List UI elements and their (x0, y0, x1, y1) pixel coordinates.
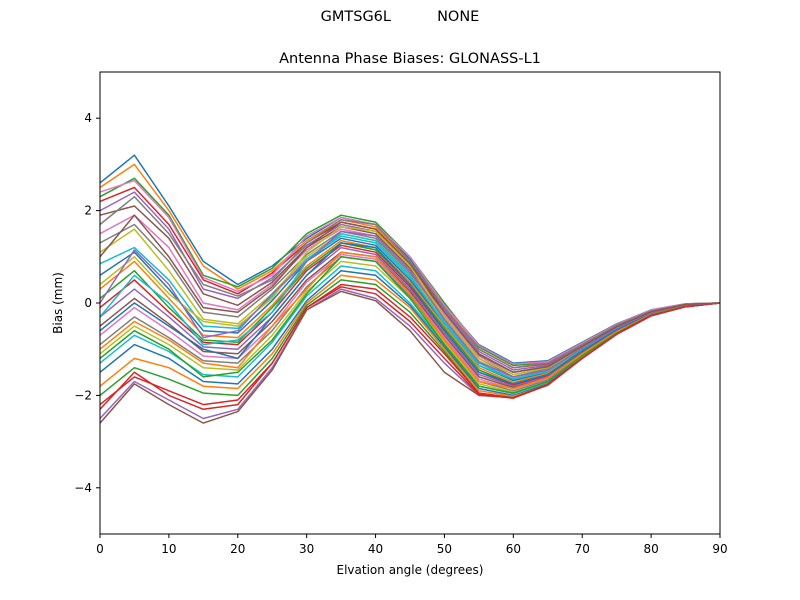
series-line-31 (99, 242, 721, 385)
x-tick-label: 70 (575, 542, 590, 556)
y-axis: −4 −2 0 2 4 (74, 111, 100, 495)
x-tick-label: 30 (299, 542, 314, 556)
series-line-28 (99, 195, 721, 369)
series-line-34 (99, 286, 721, 411)
x-tick-label: 90 (712, 542, 727, 556)
y-tick-label: −4 (74, 481, 92, 495)
series-layer (99, 154, 721, 424)
series-line-27 (99, 179, 721, 365)
y-axis-label: Bias (mm) (51, 272, 65, 334)
x-tick-label: 40 (368, 542, 383, 556)
y-tick-label: 0 (84, 296, 92, 310)
series-line-33 (99, 256, 721, 394)
y-tick-label: 4 (84, 111, 92, 125)
y-tick-label: 2 (84, 204, 92, 218)
series-line-36 (99, 214, 721, 374)
chart-title: Antenna Phase Biases: GLONASS-L1 (279, 51, 541, 67)
x-tick-label: 10 (161, 542, 176, 556)
series-line-32 (99, 251, 721, 390)
x-axis-label: Elvation angle (degrees) (337, 563, 484, 577)
x-tick-label: 20 (230, 542, 245, 556)
x-tick-label: 80 (643, 542, 658, 556)
x-axis: 0 10 20 30 40 50 60 70 80 90 (96, 534, 728, 556)
x-tick-label: 50 (437, 542, 452, 556)
figure-suptitle: GMTSG6L NONE (320, 9, 480, 25)
x-tick-label: 0 (96, 542, 104, 556)
x-tick-label: 60 (506, 542, 521, 556)
y-tick-label: −2 (74, 388, 92, 402)
series-line-35 (99, 230, 721, 378)
